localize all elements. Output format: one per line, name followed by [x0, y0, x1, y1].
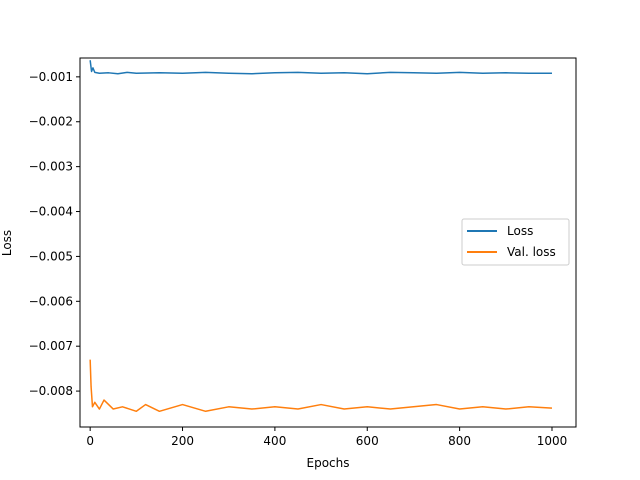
y-tick-label: −0.007 [29, 339, 73, 353]
x-axis: 0 200 400 600 800 1000 [86, 427, 567, 448]
x-tick-label: 800 [448, 434, 471, 448]
y-tick-label: −0.001 [29, 70, 73, 84]
y-axis-label: Loss [0, 230, 14, 256]
y-tick-label: −0.003 [29, 160, 73, 174]
plot-frame [79, 57, 577, 428]
series-line-val-loss [89, 359, 553, 413]
legend-label-loss: Loss [507, 224, 533, 238]
y-tick-label: −0.002 [29, 115, 73, 129]
x-tick-label: 0 [86, 434, 94, 448]
plot-lines [89, 60, 553, 413]
x-axis-label: Epochs [307, 456, 350, 470]
y-tick-label: −0.004 [29, 205, 73, 219]
x-tick-label: 1000 [537, 434, 568, 448]
legend: Loss Val. loss [461, 218, 570, 266]
y-tick-label: −0.006 [29, 294, 73, 308]
y-tick-label: −0.008 [29, 384, 73, 398]
y-tick-label: −0.005 [29, 249, 73, 263]
series-line-loss [89, 60, 552, 75]
x-tick-label: 200 [171, 434, 194, 448]
x-tick-label: 600 [356, 434, 379, 448]
x-tick-label: 400 [263, 434, 286, 448]
legend-label-val-loss: Val. loss [507, 245, 556, 259]
y-axis: −0.001 −0.002 −0.003 −0.004 −0.005 −0.006 −0.0… [29, 70, 80, 398]
